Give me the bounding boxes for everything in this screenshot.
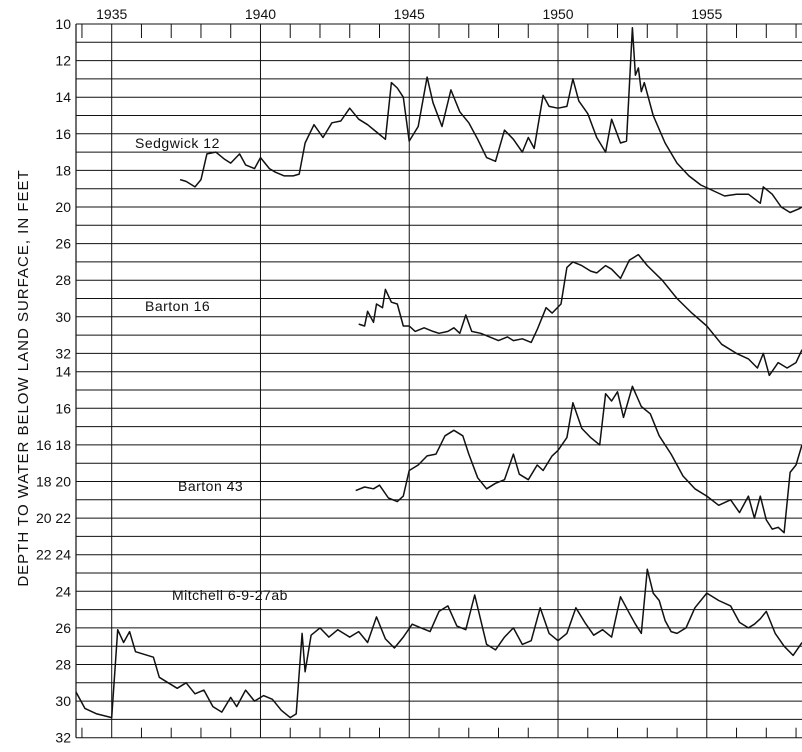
x-tick-label: 1935 (96, 6, 127, 22)
y-tick-label: 10 (55, 16, 71, 32)
y-axis-label: DEPTH TO WATER BELOW LAND SURFACE, IN FE… (15, 169, 32, 586)
series-label: Sedgwick 12 (135, 135, 220, 151)
y-tick-label: 12 (55, 53, 71, 69)
x-tick-label: 1940 (245, 6, 276, 22)
series-line (179, 26, 802, 214)
y-tick-label: 26 (55, 236, 71, 252)
y-tick-label: 16 18 (36, 437, 71, 453)
y-tick-label: 14 (55, 89, 71, 105)
x-tick-label: 1950 (542, 6, 573, 22)
y-axis: 10 12 14 16 18 20 26 28 30 32 14 16 16 18 18 20 20 22 2… (36, 16, 71, 746)
y-tick-label: 18 20 (36, 474, 71, 490)
x-tick-label: 1945 (394, 6, 425, 22)
y-tick-label: 16 (55, 126, 71, 142)
series-lines (75, 26, 802, 719)
y-tick-label: 16 (55, 400, 71, 416)
y-tick-label: 18 (55, 162, 71, 178)
x-tick-label: 1955 (691, 6, 722, 22)
y-tick-label: 30 (55, 309, 71, 325)
series-line (75, 568, 802, 719)
series-label: Mitchell 6-9-27ab (172, 587, 288, 603)
series-label: Barton 43 (178, 478, 243, 494)
y-tick-label: 30 (55, 693, 71, 709)
series-line (355, 385, 802, 534)
y-tick-label: 32 (55, 345, 71, 361)
series-line (358, 253, 802, 377)
grid (75, 23, 802, 739)
x-axis: 1935 1940 1945 1950 1955 (96, 6, 722, 22)
y-tick-label: 20 22 (36, 510, 71, 526)
y-tick-label: 32 (55, 730, 71, 746)
series-labels: Sedgwick 12 Barton 16 Barton 43 Mitchell 6-… (135, 135, 288, 603)
y-tick-label: 28 (55, 272, 71, 288)
y-tick-label: 24 (55, 583, 71, 599)
y-tick-label: 20 (55, 199, 71, 215)
series-label: Barton 16 (145, 298, 210, 314)
y-tick-label: 28 (55, 657, 71, 673)
y-tick-label: 22 24 (36, 547, 71, 563)
y-tick-label: 14 (55, 364, 71, 380)
y-tick-label: 26 (55, 620, 71, 636)
